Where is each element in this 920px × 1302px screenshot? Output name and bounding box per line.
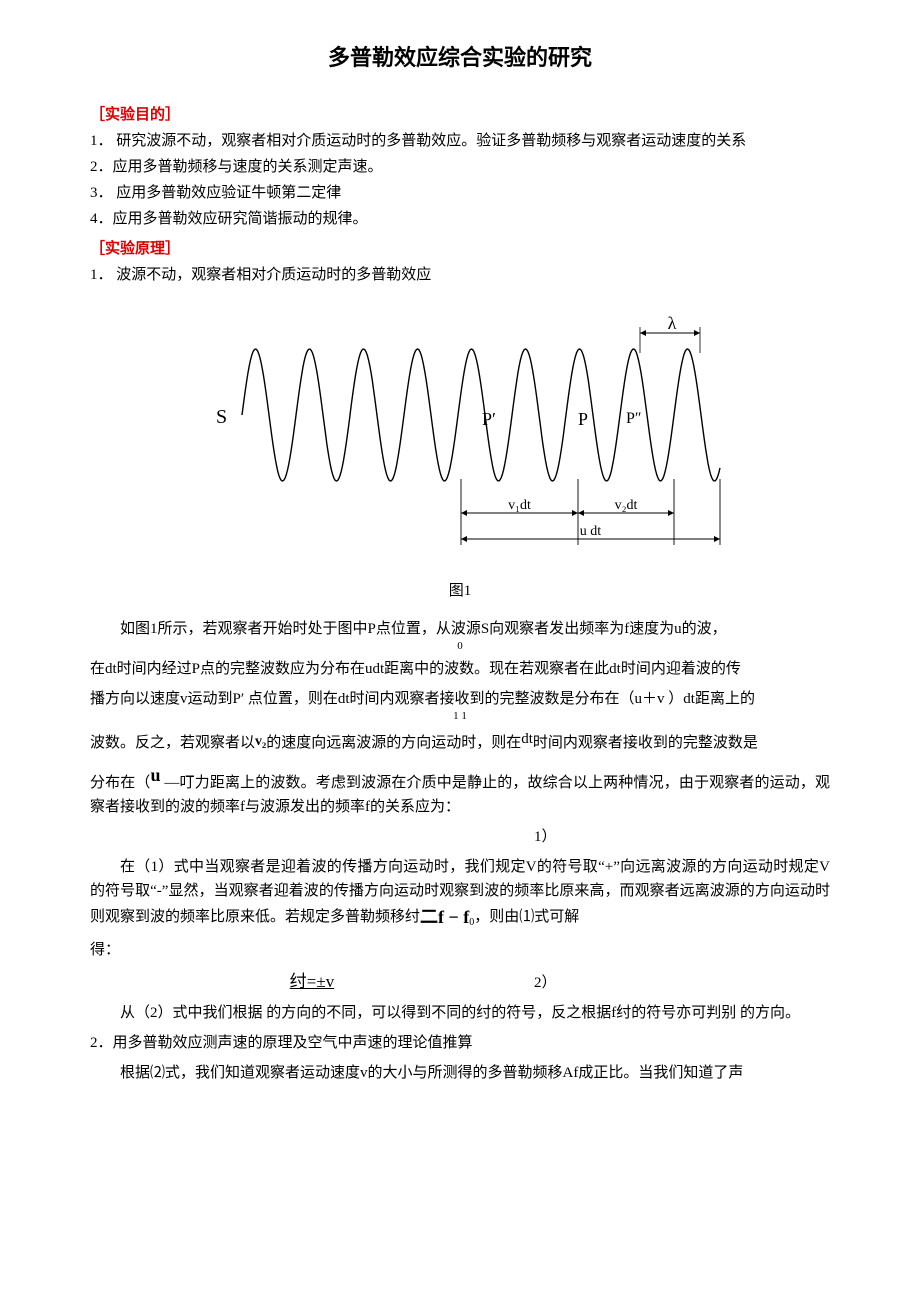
para6-eq: 二f − f <box>420 907 469 927</box>
page-title: 多普勒效应综合实验的研究 <box>90 40 830 75</box>
equation-2-row: 纣=±v 2） <box>90 968 830 995</box>
purpose-item-4: 4．应用多普勒效应研究简谐振动的规律。 <box>90 207 830 231</box>
para4-c: 时间内观察者接收到的完整波数是 <box>533 735 758 751</box>
para5-b: —叮力距离上的波数。考虑到波源在介质中是静止的，故综合以上两种情况，由于观察者的… <box>90 775 830 815</box>
para5-a: 分布在（ <box>90 775 151 791</box>
svg-text:P: P <box>578 409 588 429</box>
svg-text:P′: P′ <box>482 409 496 429</box>
paragraph-1: 如图1所示，若观察者开始时处于图中P点位置，从波源S向观察者发出频率为f速度为u… <box>90 617 830 651</box>
para1-sub: 0 <box>90 641 830 651</box>
para5-u: u <box>151 765 161 785</box>
paragraph-2: 在dt时间内经过P点的完整波数应为分布在udt距离中的波数。现在若观察者在此dt… <box>90 657 830 681</box>
paragraph-5: 分布在（u —叮力距离上的波数。考虑到波源在介质中是静止的，故综合以上两种情况，… <box>90 761 830 819</box>
para1-text-a: 如图1所示，若观察者开始时处于图中P点位置，从波源S向观察者发出频率为f速度为u… <box>120 621 727 637</box>
paragraph-9: 根据⑵式，我们知道观察者运动速度v的大小与所测得的多普勒频移Af成正比。当我们知… <box>90 1061 830 1085</box>
purpose-item-2: 2．应用多普勒频移与速度的关系测定声速。 <box>90 155 830 179</box>
svg-text:v₁dt: v₁dt <box>508 498 531 513</box>
figure-1: S P′ P P″ λ v₁dt v₂dt u dt <box>90 305 830 573</box>
principle-item-1: 1． 波源不动，观察者相对介质运动时的多普勒效应 <box>90 263 830 287</box>
svg-text:S: S <box>216 406 227 428</box>
figure-1-svg: S P′ P P″ λ v₁dt v₂dt u dt <box>180 305 740 565</box>
section-principle-header: ［实验原理］ <box>90 237 830 261</box>
paragraph-8: 从（2）式中我们根据 的方向的不同，可以得到不同的纣的符号，反之根据f纣的符号亦… <box>90 1001 830 1025</box>
equation-2-number: 2） <box>534 971 682 995</box>
section-purpose-header: ［实验目的］ <box>90 103 830 127</box>
purpose-item-1: 1． 研究波源不动，观察者相对介质运动时的多普勒效应。验证多普勒频移与观察者运动… <box>90 129 830 153</box>
paragraph-3: 播方向以速度v运动到P′ 点位置，则在dt时间内观察者接收到的完整波数是分布在（… <box>90 687 830 721</box>
purpose-item-3: 3． 应用多普勒效应验证牛顿第二定律 <box>90 181 830 205</box>
svg-text:P″: P″ <box>626 410 642 427</box>
para4-a: 波数。反之，若观察者以 <box>90 735 255 751</box>
equation-1-number: 1） <box>534 825 682 849</box>
equation-2-body: 纣=±v <box>90 968 534 995</box>
para4-v2: v₂ <box>255 734 266 749</box>
para3-text-a: 播方向以速度v运动到P′ 点位置，则在dt时间内观察者接收到的完整波数是分布在（… <box>90 691 755 707</box>
paragraph-7: 得： <box>90 938 830 962</box>
figure-1-caption: 图1 <box>90 579 830 603</box>
svg-text:v₂dt: v₂dt <box>615 498 638 513</box>
svg-text:u dt: u dt <box>580 524 602 539</box>
paragraph-6: 在（1）式中当观察者是迎着波的传播方向运动时，我们规定V的符号取“+”向远离波源… <box>90 855 830 932</box>
equation-1-row: 1） <box>90 825 830 849</box>
para4-b: 的速度向远离波源的方向运动时，则在 <box>266 735 521 751</box>
principle-item-2: 2．用多普勒效应测声速的原理及空气中声速的理论值推算 <box>90 1031 830 1055</box>
para3-sub: 1 1 <box>90 711 830 721</box>
para4-dt: dt <box>521 731 533 747</box>
svg-text:λ: λ <box>668 313 677 333</box>
paragraph-4: 波数。反之，若观察者以v₂的速度向远离波源的方向运动时，则在dt时间内观察者接收… <box>90 727 830 755</box>
para6-b: ，则由⑴式可解 <box>474 909 579 925</box>
